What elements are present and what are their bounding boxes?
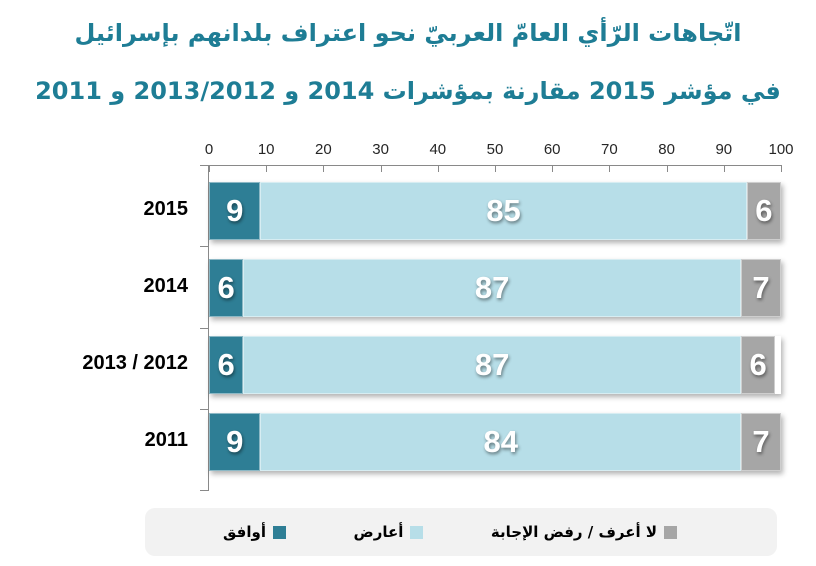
chart-title-line-1: اتّجاهات الرّأي العامّ العربيّ نحو اعترا… [74, 19, 742, 47]
y-axis-tick-mark [200, 490, 209, 491]
y-axis-tick-mark [200, 409, 209, 410]
x-axis-line [208, 165, 782, 166]
bar-value-label: 7 [752, 424, 770, 459]
x-axis-tick-mark [781, 166, 782, 172]
bar-segment-oppose: 85 [260, 182, 747, 240]
x-axis-tick-mark [723, 166, 725, 172]
x-axis-tick-mark [380, 166, 382, 172]
bar-segment-oppose: 87 [243, 336, 741, 394]
bar-segment-agree: 9 [209, 182, 261, 240]
bar-segment-no-answer: 7 [740, 259, 781, 317]
x-axis-tick-mark [495, 166, 496, 172]
bar-value-label: 9 [226, 193, 244, 228]
category-label: 2015 [143, 198, 189, 220]
chart-title-line-2: في مؤشر 2015 مقارنة بمؤشرات 2014 و 2013/… [35, 77, 781, 105]
bar-value-label: 87 [474, 347, 510, 382]
bar-segment-no-answer: 6 [746, 182, 781, 240]
x-axis-tick-label: 50 [486, 141, 504, 158]
x-axis-tick-label: 100 [768, 141, 794, 158]
bar-value-label: 6 [749, 347, 767, 382]
legend-label: أوافق [223, 523, 266, 541]
x-axis-tick-mark [552, 166, 554, 172]
x-axis-tick-label: 40 [429, 141, 447, 158]
x-axis-tick-label: 80 [658, 141, 675, 158]
legend: لا أعرف / رفض الإجابة أعارض أوافق [145, 508, 777, 556]
x-axis-tick-label: 0 [204, 141, 214, 158]
category-label: 2014 [143, 275, 189, 297]
legend-marker-icon [664, 525, 677, 539]
bar-value-label: 7 [752, 270, 770, 305]
x-axis-tick-mark [437, 166, 439, 172]
bar-value-label: 6 [217, 270, 235, 305]
category-label: 2011 [144, 429, 188, 451]
x-axis-tick-mark [323, 166, 325, 172]
x-axis-tick-label: 10 [257, 141, 275, 158]
bar-value-label: 85 [486, 193, 521, 228]
x-axis-tick-mark [666, 166, 668, 172]
y-axis-tick-mark [200, 328, 209, 329]
bar-segment-agree: 6 [209, 336, 244, 394]
bar-row: 9 84 7 [209, 413, 781, 471]
bar-value-label: 6 [217, 347, 235, 382]
legend-label: أعارض [353, 523, 404, 541]
bar-segment-agree: 9 [209, 413, 261, 471]
x-axis-tick-label: 90 [715, 141, 733, 158]
legend-label: لا أعرف / رفض الإجابة [490, 523, 657, 541]
bar-segment-oppose: 84 [260, 413, 741, 471]
legend-item-agree: أوافق [223, 523, 286, 541]
legend-marker-icon [410, 525, 424, 539]
y-axis-tick-mark [200, 165, 209, 166]
x-axis-tick-label: 30 [372, 141, 389, 158]
bar-segment-agree: 6 [209, 259, 244, 317]
x-axis-tick-label: 60 [543, 141, 561, 158]
bar-segment-no-answer: 6 [740, 336, 776, 394]
y-axis-line [208, 165, 209, 490]
x-axis-tick-label: 70 [601, 141, 618, 158]
bar-value-label: 6 [755, 193, 773, 228]
x-axis-tick-mark [209, 166, 210, 172]
x-axis-tick-mark [609, 166, 611, 172]
bar-row: 6 87 6 [209, 336, 781, 394]
bar-value-label: 9 [226, 424, 244, 459]
legend-item-no-answer: لا أعرف / رفض الإجابة [491, 523, 677, 541]
category-label: 2013 / 2012 [82, 352, 188, 374]
bar-segment-no-answer: 7 [740, 413, 781, 471]
bar-value-label: 87 [474, 270, 510, 305]
bar-segment-oppose: 87 [243, 259, 741, 317]
legend-item-oppose: أعارض [354, 523, 424, 541]
x-axis-tick-mark [266, 166, 268, 172]
legend-marker-icon [272, 525, 286, 539]
bar-row: 6 87 7 [209, 259, 781, 317]
y-axis-tick-mark [200, 246, 209, 247]
bar-value-label: 84 [483, 424, 518, 459]
bar-row: 9 85 6 [209, 182, 781, 240]
x-axis-tick-label: 20 [315, 141, 332, 158]
